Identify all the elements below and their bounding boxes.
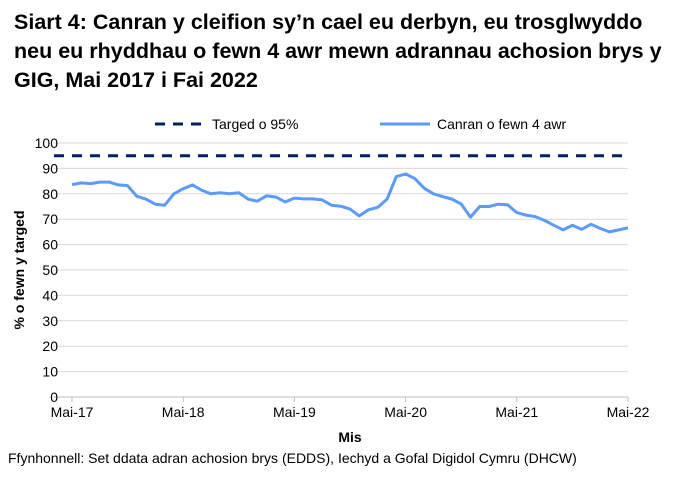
- y-tick-label: 90: [42, 160, 58, 176]
- legend-label-canran: Canran o fewn 4 awr: [437, 116, 567, 132]
- x-tick-label: Mai-19: [273, 404, 316, 420]
- y-tick-label: 30: [42, 313, 58, 329]
- x-axis-label: Mis: [338, 429, 362, 445]
- x-tick-label: Mai-21: [495, 404, 538, 420]
- y-tick-label: 20: [42, 338, 58, 354]
- x-tick-label: Mai-17: [51, 404, 94, 420]
- y-tick-label: 80: [42, 186, 58, 202]
- y-tick-label: 50: [42, 262, 58, 278]
- x-tick-label: Mai-20: [384, 404, 427, 420]
- y-tick-label: 60: [42, 237, 58, 253]
- source-note: Ffynhonnell: Set ddata adran achosion br…: [8, 450, 577, 466]
- x-tick-label: Mai-22: [607, 404, 650, 420]
- y-tick-label: 10: [42, 364, 58, 380]
- legend-label-target: Targed o 95%: [212, 116, 298, 132]
- y-tick-label: 0: [50, 389, 58, 405]
- y-tick-label: 40: [42, 287, 58, 303]
- series-line-canran: [71, 172, 629, 234]
- chart-title: Siart 4: Canran y cleifion sy’n cael eu …: [14, 10, 662, 92]
- y-tick-label: 70: [42, 211, 58, 227]
- y-tick-label: 100: [35, 135, 59, 151]
- x-tick-label: Mai-18: [162, 404, 205, 420]
- y-axis-label: % o fewn y targed: [11, 210, 27, 329]
